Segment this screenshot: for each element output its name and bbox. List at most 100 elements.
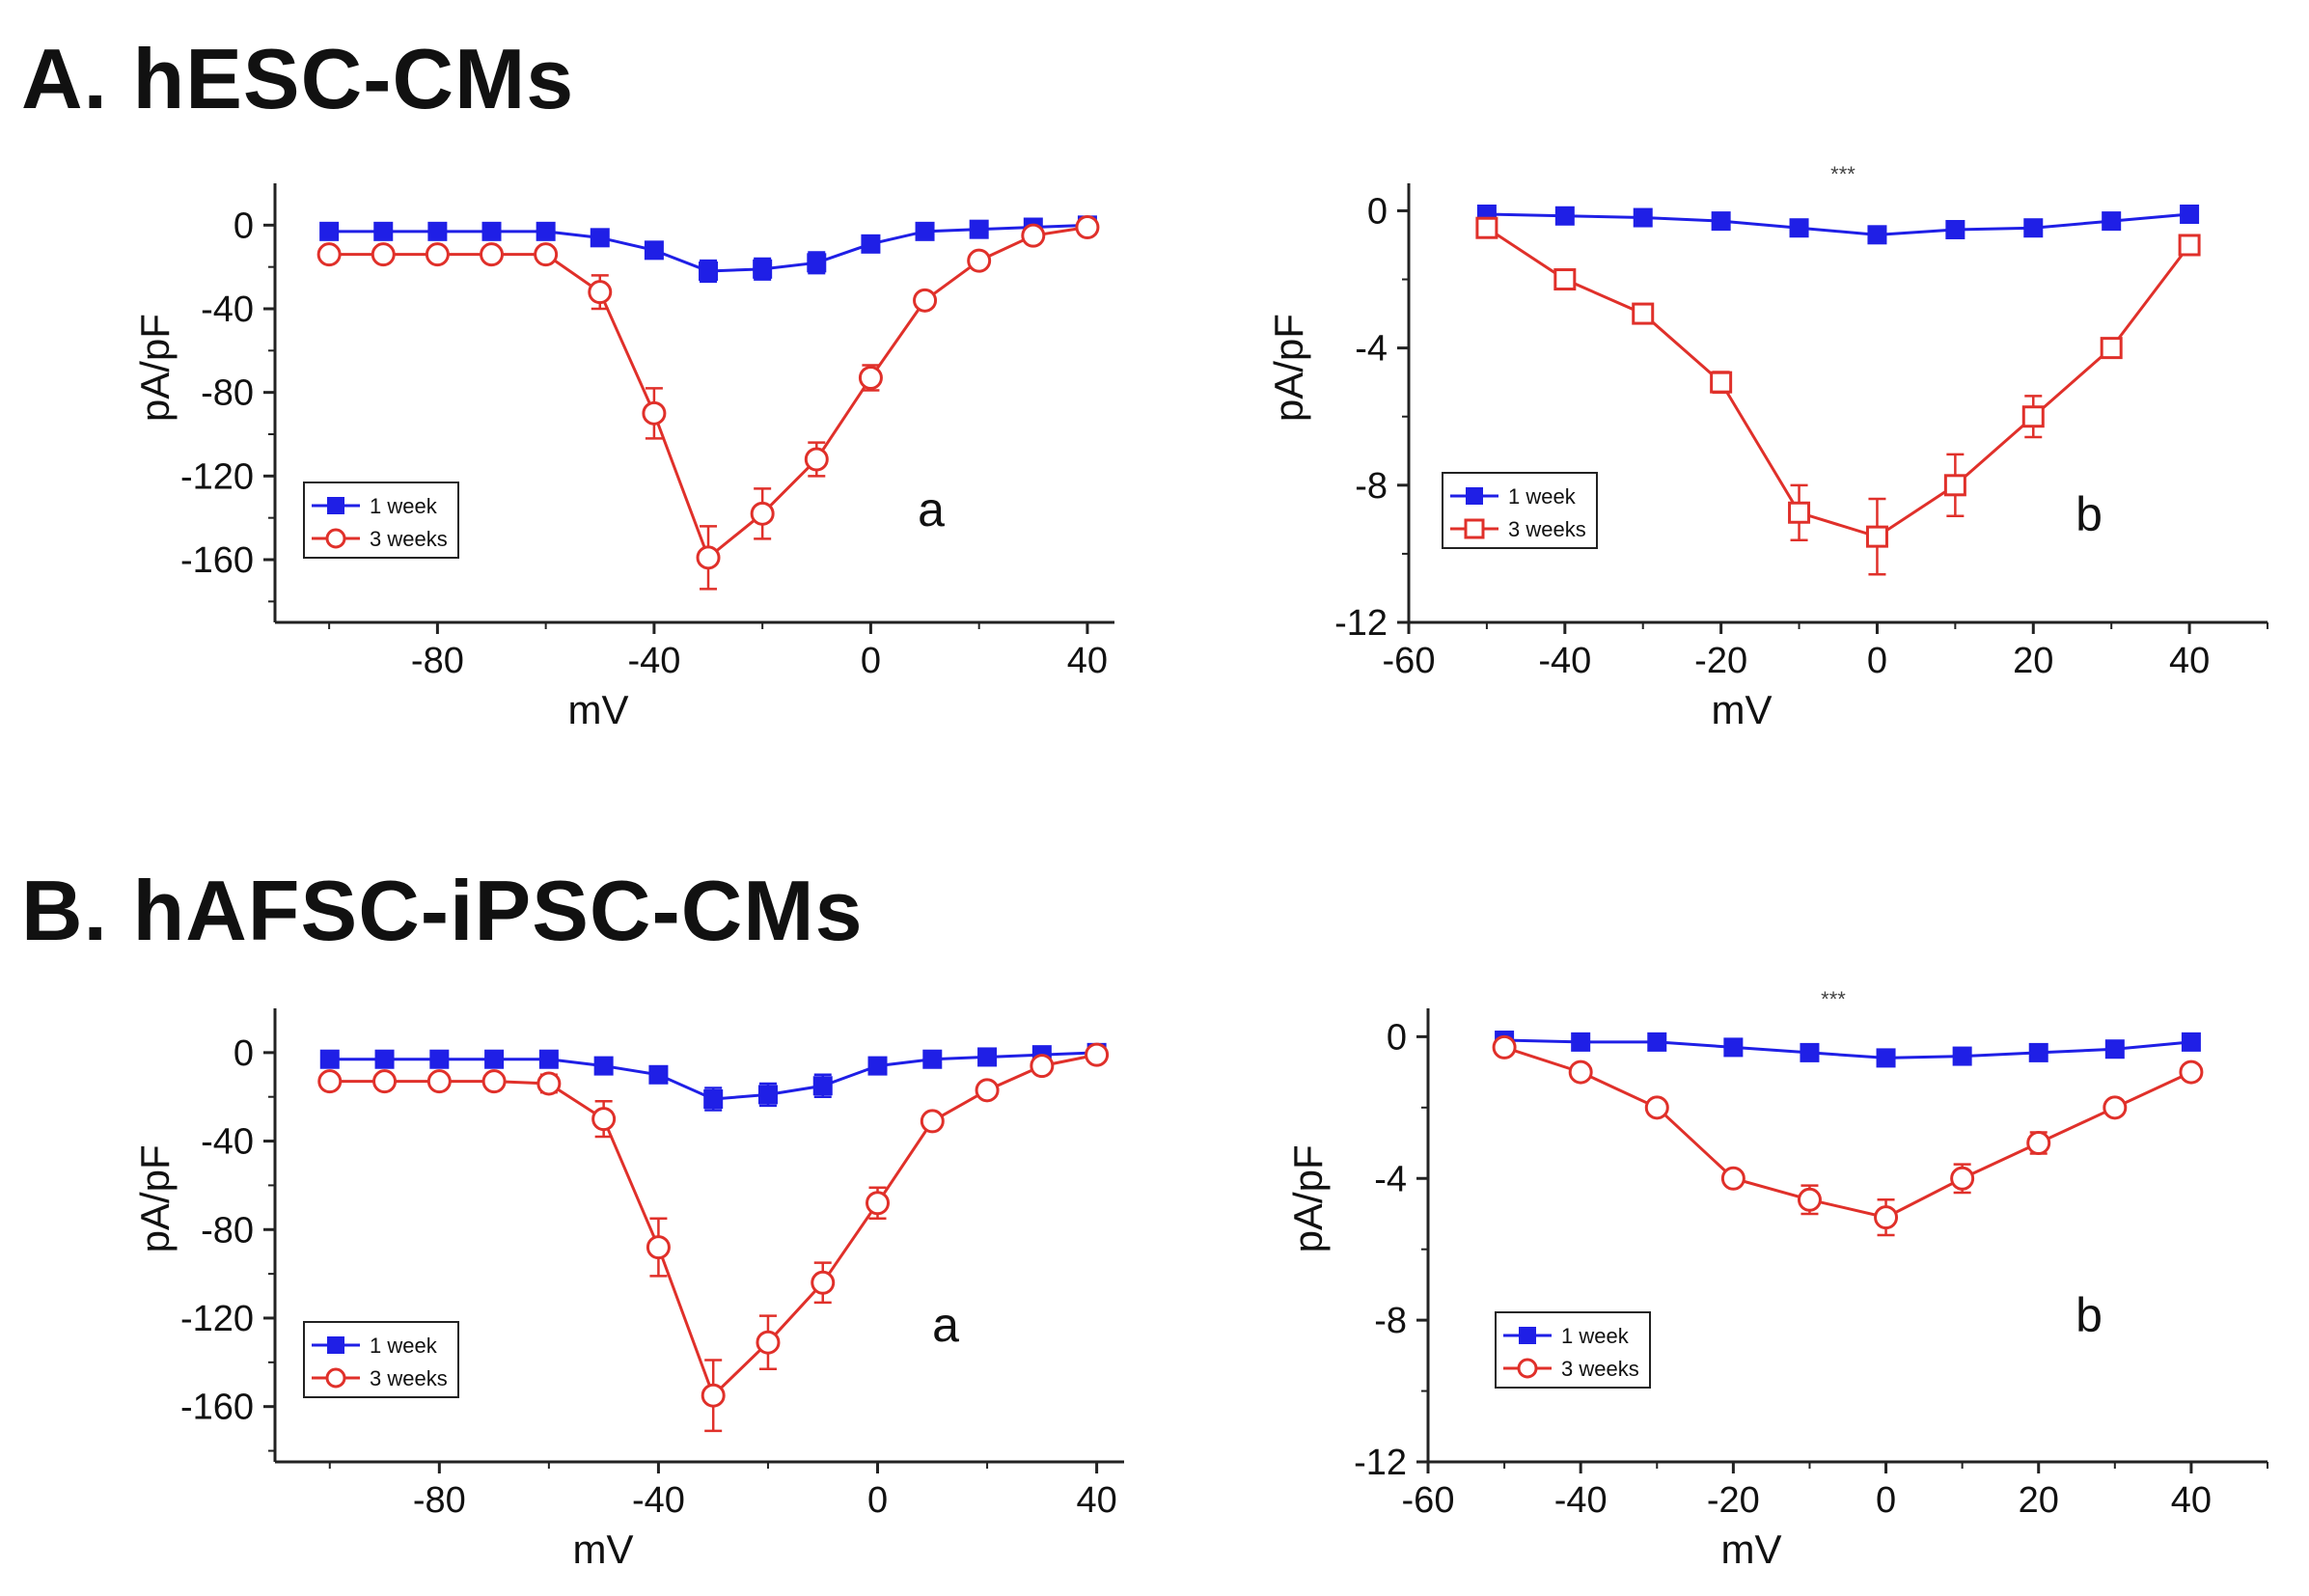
- y-tick-label: 0: [234, 206, 254, 246]
- data-point: [1030, 1054, 1055, 1079]
- x-tick-label: 0: [867, 1480, 888, 1521]
- data-point: [696, 545, 721, 570]
- data-point: [2180, 204, 2200, 224]
- panel-letter: b: [2075, 487, 2103, 541]
- y-tick-label: -40: [201, 1122, 254, 1163]
- data-point: [1085, 1042, 1110, 1067]
- data-point: [1723, 1037, 1744, 1058]
- data-point: [757, 1085, 778, 1105]
- x-tick-label: 40: [1076, 1480, 1116, 1521]
- x-tick-label: 0: [1867, 641, 1887, 681]
- section-title-a: A. hESC-CMs: [21, 31, 575, 126]
- data-point: [920, 1109, 945, 1134]
- x-tick-label: 20: [2013, 641, 2053, 681]
- data-point: [481, 1069, 507, 1094]
- data-point: [913, 288, 938, 313]
- data-point: [426, 1069, 452, 1094]
- x-tick-label: 40: [1067, 641, 1108, 681]
- series-line: [1503, 1045, 2192, 1220]
- data-point: [1553, 268, 1577, 291]
- data-point: [1492, 1034, 1517, 1059]
- legend-marker: [1464, 518, 1485, 539]
- data-point: [1571, 1032, 1591, 1052]
- y-tick-label: -12: [1334, 603, 1388, 644]
- y-tick-label: -160: [180, 1388, 254, 1428]
- y-tick-label: 0: [1387, 1017, 1407, 1058]
- x-tick-label: -40: [627, 641, 680, 681]
- data-point: [1647, 1032, 1667, 1052]
- chart-hesc-panel-a: -80 -40 0 40 0 -40 -80 -120 -160 mV pA/pF a 1 week 3 …: [132, 183, 1114, 732]
- x-tick-label: -40: [1554, 1480, 1608, 1521]
- y-axis-label: pA/pF: [1285, 1144, 1331, 1252]
- data-point: [425, 242, 450, 267]
- data-point: [811, 1270, 836, 1295]
- x-axis-label: mV: [573, 1527, 634, 1572]
- data-point: [429, 1049, 450, 1069]
- legend-marker: [327, 1336, 344, 1354]
- data-point: [1644, 1095, 1669, 1120]
- data-point: [807, 253, 827, 273]
- data-point: [644, 240, 664, 261]
- x-tick-label: -60: [1402, 1480, 1455, 1521]
- data-point: [1554, 206, 1575, 226]
- x-axis-label: mV: [1721, 1527, 1782, 1572]
- data-point: [2026, 1131, 2051, 1156]
- legend: 1 week 3 weeks: [303, 482, 459, 559]
- data-point: [591, 1107, 617, 1132]
- panel-letter: b: [2075, 1288, 2103, 1342]
- data-point: [750, 501, 775, 526]
- chart-hafsc-panel-b: -60 -40 -20 0 20 40 0 -4 -8 -12 mV pA/pF b *** 1 week 3…: [1285, 987, 2268, 1572]
- data-point: [1788, 501, 1811, 524]
- data-point: [2102, 211, 2122, 232]
- legend: 1 week 3 weeks: [1442, 472, 1598, 549]
- series-line: [1504, 1038, 2192, 1059]
- data-point: [590, 228, 610, 248]
- data-point: [977, 1047, 998, 1067]
- legend-label: 1 week: [370, 494, 438, 518]
- data-point: [481, 221, 502, 241]
- data-point: [1710, 371, 1733, 394]
- x-tick-label: 20: [2019, 1480, 2059, 1521]
- data-point: [858, 366, 883, 390]
- y-tick-label: 0: [1367, 191, 1388, 232]
- x-tick-label: -80: [413, 1480, 466, 1521]
- data-point: [867, 1056, 888, 1076]
- data-point: [1475, 216, 1498, 239]
- y-tick-label: -4: [1355, 329, 1388, 370]
- data-point: [480, 242, 505, 267]
- y-tick-label: -40: [201, 289, 254, 330]
- data-point: [2103, 1095, 2128, 1120]
- data-point: [1632, 302, 1655, 325]
- data-point: [1720, 1166, 1745, 1191]
- legend: 1 week 3 weeks: [303, 1321, 459, 1398]
- x-axis-label: mV: [1712, 687, 1773, 732]
- data-point: [319, 221, 340, 241]
- data-point: [701, 1383, 726, 1408]
- x-tick-label: -20: [1707, 1480, 1760, 1521]
- data-point: [967, 248, 992, 273]
- data-point: [2179, 1059, 2204, 1085]
- data-point: [699, 261, 719, 281]
- data-point: [648, 1064, 669, 1085]
- data-point: [812, 1076, 833, 1096]
- section-title-b: B. hAFSC-iPSC-CMs: [21, 863, 864, 958]
- data-point: [536, 221, 556, 241]
- x-axis-label: mV: [568, 687, 629, 732]
- legend-marker: [1519, 1327, 1536, 1344]
- y-tick-label: -160: [180, 540, 254, 581]
- legend: 1 week 3 weeks: [1495, 1311, 1651, 1389]
- legend-label: 3 weeks: [370, 527, 448, 551]
- data-point: [1800, 1042, 1820, 1062]
- x-tick-label: -40: [1538, 641, 1591, 681]
- series-line: [1486, 212, 2190, 236]
- x-tick-label: 40: [2169, 641, 2210, 681]
- data-point: [538, 1049, 559, 1069]
- data-point: [1711, 211, 1731, 232]
- data-point: [2021, 405, 2045, 428]
- panel-letter: a: [918, 482, 945, 537]
- data-point: [1789, 218, 1809, 238]
- data-point: [1867, 225, 1887, 245]
- data-point: [317, 1069, 343, 1094]
- legend-label: 1 week: [1508, 484, 1577, 509]
- x-tick-label: -80: [411, 641, 464, 681]
